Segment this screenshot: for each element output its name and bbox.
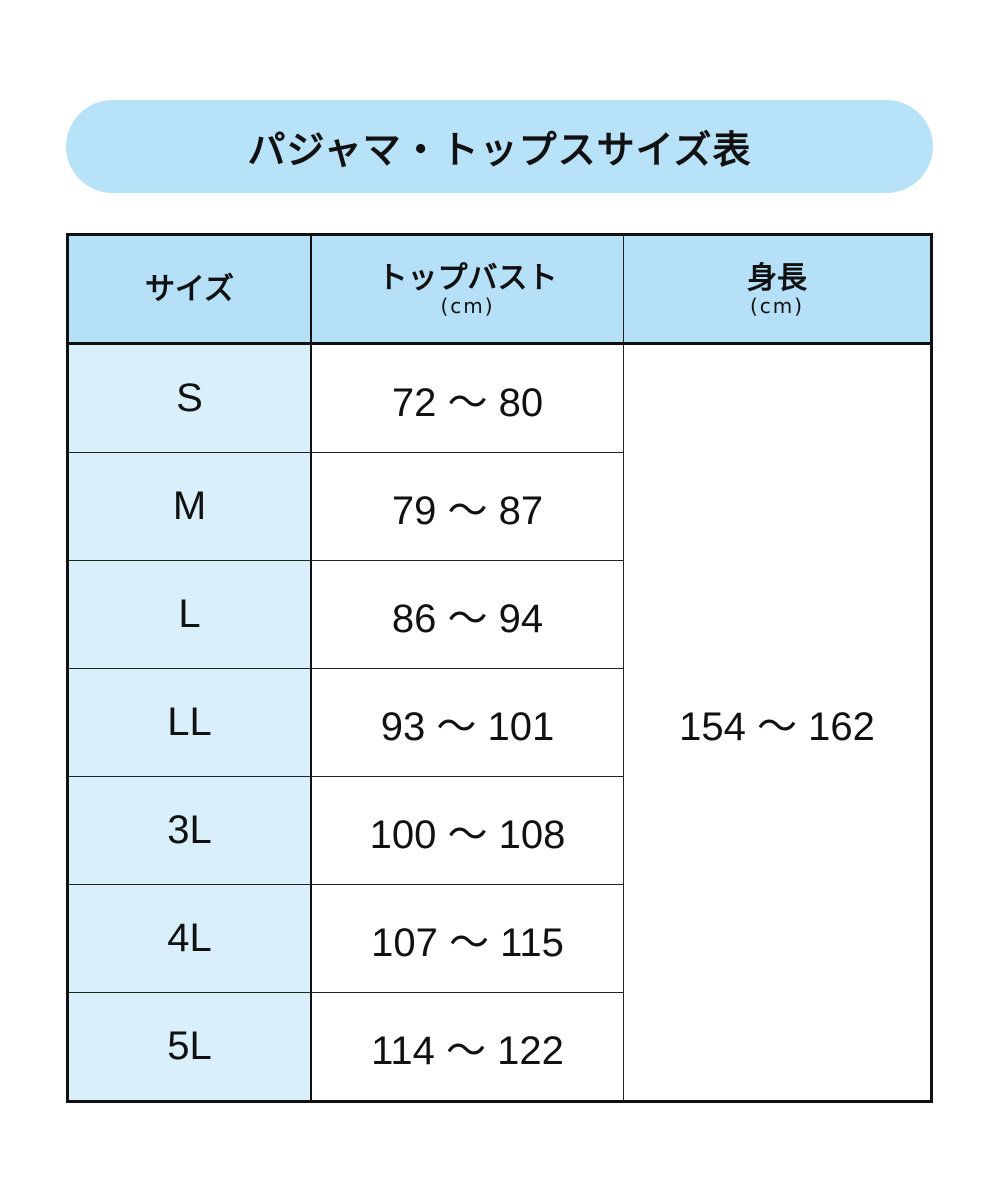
table-row: LL 93 〜 101 [67,668,932,777]
table-row: M 79 〜 87 [67,452,932,561]
header-unit: (cm) [440,293,495,318]
table-row: 5L 114 〜 122 [67,992,932,1102]
header-size: サイズ [67,234,312,345]
bust-cell: 114 〜 122 [311,992,624,1102]
header-label: サイズ [144,271,235,307]
page-title: パジャマ・トップスサイズ表 [66,100,933,193]
bust-cell: 86 〜 94 [311,560,624,669]
bust-cell: 107 〜 115 [311,884,624,993]
size-cell: 5L [67,992,312,1102]
table-row: L 86 〜 94 [67,560,932,669]
table-row: 3L 100 〜 108 [67,776,932,885]
header-label: トップバスト [377,260,558,296]
size-cell: 4L [67,884,312,993]
bust-cell: 79 〜 87 [311,452,624,561]
bust-cell: 100 〜 108 [311,776,624,885]
table-row: 4L 107 〜 115 [67,884,932,993]
size-cell: S [67,343,312,453]
header-label: 身長 [747,260,807,296]
bust-cell: 72 〜 80 [311,343,624,453]
table-row: S 72 〜 80 154 〜 162 [67,343,932,1102]
size-cell: 3L [67,776,312,885]
size-cell: L [67,560,312,669]
table-header-row: サイズ トップバスト (cm) 身長 (cm) [67,234,932,345]
size-cell: LL [67,668,312,777]
header-bust: トップバスト (cm) [311,234,624,345]
size-table: サイズ トップバスト (cm) 身長 (cm) S 72 〜 80 154 〜 162 M… [66,233,933,1103]
header-unit: (cm) [749,293,805,318]
size-cell: M [67,452,312,561]
header-height: 身長 (cm) [623,234,932,345]
height-cell: 154 〜 162 [623,343,932,1102]
bust-cell: 93 〜 101 [311,668,624,777]
